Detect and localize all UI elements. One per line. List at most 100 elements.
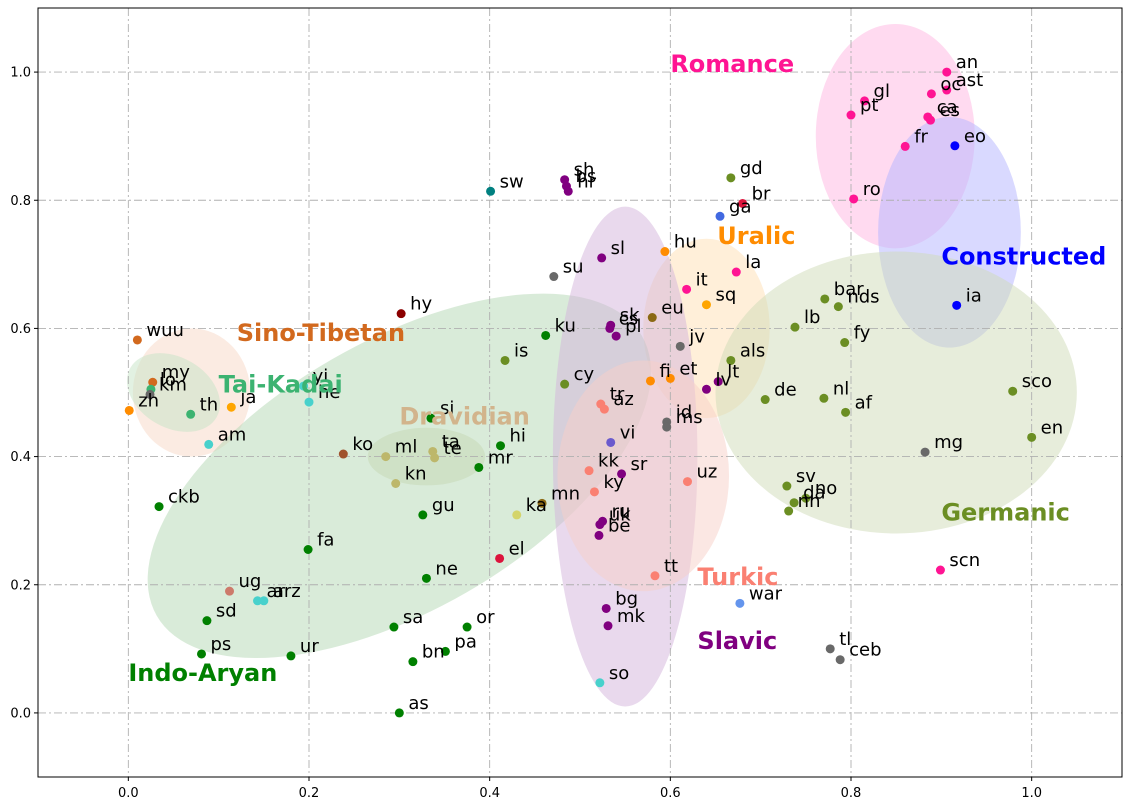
point-wuu (132, 335, 142, 345)
point-lv (701, 384, 711, 394)
point-label-ro: ro (863, 179, 881, 200)
point-label-gl: gl (874, 81, 890, 102)
point-label-fr: fr (914, 126, 928, 147)
point-label-wuu: wuu (146, 320, 184, 341)
point-label-sl: sl (611, 238, 625, 259)
point-label-pt: pt (860, 95, 878, 116)
point-label-mr: mr (488, 447, 514, 468)
x-tick-label: 0.0 (118, 786, 139, 801)
point-label-mn: mn (551, 483, 580, 504)
point-label-id: id (676, 402, 692, 423)
point-ia (952, 300, 962, 310)
point-label-no: no (815, 478, 837, 499)
point-label-nds: nds (847, 287, 879, 308)
point-label-hi: hi (510, 426, 526, 447)
point-kn (391, 478, 401, 488)
point-label-oc: oc (940, 74, 961, 95)
group-label-tai-kadai: Tai-Kadai (219, 371, 343, 399)
point-label-war: war (749, 583, 783, 604)
point-pa (440, 646, 450, 656)
y-tick-label: 0.4 (10, 450, 31, 465)
point-label-ps: ps (211, 634, 232, 655)
point-war (735, 598, 745, 608)
point-label-az: az (613, 389, 633, 410)
point-label-nl: nl (833, 378, 849, 399)
point-fa (303, 545, 313, 555)
group-label-germanic: Germanic (941, 499, 1070, 527)
point-sr (617, 469, 627, 479)
point-label-cy: cy (574, 364, 595, 385)
point-ga (715, 211, 725, 221)
point-ceb (835, 655, 845, 665)
point-label-ms: ms (676, 407, 703, 428)
point-label-ta: ta (442, 431, 460, 452)
point-ug (225, 586, 235, 596)
point-sq (701, 300, 711, 310)
point-my (148, 377, 158, 387)
y-tick-label: 1.0 (10, 66, 31, 81)
point-label-ca: ca (937, 97, 958, 118)
point-label-hr: hr (577, 171, 596, 192)
point-label-my: my (162, 362, 191, 383)
point-label-tt: tt (664, 556, 678, 577)
point-label-kk: kk (598, 451, 619, 472)
point-label-ckb: ckb (168, 487, 200, 508)
point-label-ku: ku (555, 315, 576, 336)
point-ar (253, 596, 263, 606)
point-label-hy: hy (410, 294, 432, 315)
point-label-fa: fa (317, 530, 334, 551)
point-label-km: km (159, 374, 187, 395)
point-mn (537, 498, 547, 508)
point-or (462, 622, 472, 632)
point-label-am: am (218, 424, 247, 445)
point-label-uz: uz (696, 462, 717, 483)
point-label-lv: lv (715, 369, 731, 390)
point-label-lt: lt (727, 362, 739, 383)
point-label-ceb: ceb (849, 640, 881, 661)
point-eo (950, 141, 960, 151)
point-sd (202, 616, 212, 626)
point-label-eo: eo (964, 126, 986, 147)
point-label-eu: eu (661, 298, 683, 319)
group-label-slavic: Slavic (697, 627, 777, 655)
y-tick-label: 0.2 (10, 578, 31, 593)
point-label-so: so (609, 663, 629, 684)
point-label-or: or (476, 607, 495, 628)
point-label-lb: lb (804, 307, 820, 328)
point-hi (496, 441, 506, 451)
point-mr (474, 462, 484, 472)
point-label-ja: ja (239, 387, 256, 408)
point-ko (338, 449, 348, 459)
point-label-fy: fy (854, 323, 871, 344)
point-label-sv: sv (796, 466, 816, 487)
y-tick-label: 0.6 (10, 322, 31, 337)
point-label-bn: bn (422, 642, 445, 663)
point-jv (675, 341, 685, 351)
point-en (1027, 432, 1037, 442)
point-label-mk: mk (617, 606, 646, 627)
point-br (738, 198, 748, 208)
point-label-be: be (608, 515, 631, 536)
point-label-sr: sr (631, 454, 648, 475)
point-label-zh: zh (138, 390, 159, 411)
point-label-pl: pl (625, 316, 641, 337)
point-label-kn: kn (405, 463, 427, 484)
x-tick-label: 1.0 (1021, 786, 1042, 801)
point-th (186, 409, 196, 419)
point-ja (226, 402, 236, 412)
point-so (595, 678, 605, 688)
point-arz (259, 596, 269, 606)
point-label-ko: ko (352, 434, 373, 455)
point-label-tl: tl (839, 629, 851, 650)
point-be (594, 530, 604, 540)
point-label-it: it (696, 269, 708, 290)
point-label-te: te (444, 438, 462, 459)
point-label-gu: gu (432, 495, 455, 516)
point-label-ne: ne (435, 558, 457, 579)
point-label-arz: arz (273, 581, 301, 602)
group-label-romance: Romance (670, 50, 794, 78)
point-label-ia: ia (966, 285, 982, 306)
